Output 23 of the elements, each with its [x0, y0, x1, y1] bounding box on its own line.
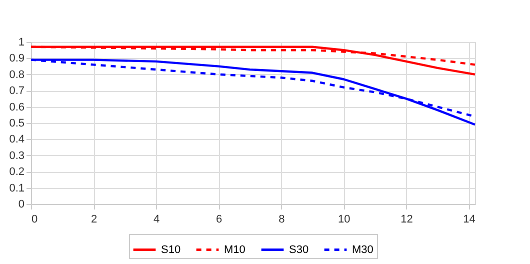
y-tick-label: 0.6 [9, 101, 24, 114]
legend-label: S10 [161, 244, 181, 256]
y-tick-label: 1 [18, 36, 24, 48]
x-tick-label: 8 [278, 214, 285, 226]
x-tick-label: 0 [32, 214, 38, 226]
x-tick-label: 12 [400, 214, 413, 226]
x-tick-label: 6 [216, 214, 222, 226]
y-tick-label: 0.1 [9, 182, 24, 194]
y-tick-label: 0.2 [9, 166, 24, 178]
y-tick-label: 0.8 [9, 68, 24, 81]
y-tick-label: 0 [18, 198, 24, 210]
y-tick-label: 0.4 [9, 134, 24, 146]
x-tick-label: 10 [338, 214, 350, 226]
y-tick-label: 0.5 [9, 118, 24, 130]
y-tick-label: 0.7 [9, 85, 24, 98]
legend-label: M10 [224, 244, 246, 256]
x-tick-label: 14 [463, 214, 476, 226]
legend-label: M30 [352, 244, 374, 256]
y-tick-label: 0.3 [9, 150, 24, 162]
y-tick-label: 0.9 [9, 52, 24, 65]
x-tick-label: 4 [154, 214, 160, 226]
legend-label: S30 [289, 244, 309, 256]
x-tick-label: 2 [90, 214, 98, 226]
